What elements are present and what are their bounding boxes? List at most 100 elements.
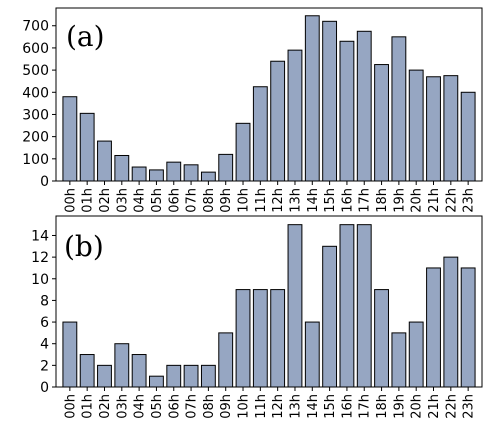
xtick-label-b-09h: 09h <box>219 394 234 419</box>
bar-b-20h <box>408 321 424 388</box>
bar-b-21h <box>426 267 441 388</box>
xtick-label-a-19h: 19h <box>392 188 407 213</box>
xtick-label-a-04h: 04h <box>133 188 148 213</box>
ytick-label-b-2: 2 <box>40 358 49 374</box>
ytick-label-b-0: 0 <box>40 380 49 396</box>
xtick-label-b-00h: 00h <box>63 394 78 419</box>
xtick-label-b-18h: 18h <box>375 394 390 419</box>
xtick-label-b-10h: 10h <box>237 394 252 419</box>
bar-a-18h <box>374 64 389 182</box>
bar-b-10h <box>235 289 251 388</box>
xtick-label-a-12h: 12h <box>271 188 286 213</box>
xtick-label-b-08h: 08h <box>202 394 217 419</box>
xtick-label-b-11h: 11h <box>254 394 269 419</box>
xtick-label-b-12h: 12h <box>271 394 286 419</box>
xtick-label-a-02h: 02h <box>98 188 113 213</box>
bar-b-22h <box>443 256 459 388</box>
bar-a-12h <box>270 60 286 182</box>
ytick-label-b-14: 14 <box>31 228 49 244</box>
xtick-label-b-21h: 21h <box>427 394 442 419</box>
bar-b-06h <box>166 364 182 388</box>
bar-a-15h <box>322 20 338 182</box>
xtick-label-a-16h: 16h <box>340 188 355 213</box>
xtick-label-b-17h: 17h <box>358 394 373 419</box>
bar-b-05h <box>149 375 164 388</box>
bar-b-00h <box>62 321 78 388</box>
bar-a-04h <box>131 166 147 182</box>
ytick-label-b-4: 4 <box>40 337 49 353</box>
bar-a-19h <box>391 36 407 182</box>
bar-b-08h <box>200 364 216 388</box>
xtick-label-a-15h: 15h <box>323 188 338 213</box>
xtick-label-a-13h: 13h <box>288 188 303 213</box>
bar-b-12h <box>270 289 286 388</box>
ytick-label-a-400: 400 <box>22 85 49 101</box>
xtick-label-a-14h: 14h <box>306 188 321 213</box>
xtick-label-a-09h: 09h <box>219 188 234 213</box>
bar-a-10h <box>235 122 251 182</box>
xtick-label-a-20h: 20h <box>410 188 425 213</box>
xtick-label-a-18h: 18h <box>375 188 390 213</box>
bar-b-04h <box>131 354 147 388</box>
xtick-label-a-23h: 23h <box>462 188 477 213</box>
xtick-label-b-02h: 02h <box>98 394 113 419</box>
ytick-label-b-10: 10 <box>31 272 49 288</box>
bar-b-14h <box>304 321 320 388</box>
xtick-label-a-03h: 03h <box>115 188 130 213</box>
xtick-label-a-06h: 06h <box>167 188 182 213</box>
xtick-label-a-05h: 05h <box>150 188 165 213</box>
chart-panel-b: 0 2 4 6 8 10 12 14 00h 01h 02h 03h 04h 05h 06h 07h 08h 09… <box>31 215 483 419</box>
bar-a-05h <box>149 169 164 182</box>
bar-a-22h <box>443 75 459 182</box>
xtick-label-b-03h: 03h <box>115 394 130 419</box>
bar-a-13h <box>287 49 303 182</box>
bar-b-11h <box>252 289 268 388</box>
bar-a-11h <box>252 86 268 182</box>
xtick-label-b-05h: 05h <box>150 394 165 419</box>
bar-a-08h <box>200 171 216 182</box>
ytick-label-a-600: 600 <box>22 41 49 57</box>
axes-frame-b <box>55 215 483 388</box>
bar-a-09h <box>218 153 234 182</box>
bar-b-09h <box>218 332 234 388</box>
xtick-label-b-14h: 14h <box>306 394 321 419</box>
xtick-label-b-04h: 04h <box>133 394 148 419</box>
bar-a-03h <box>114 154 130 182</box>
axes-frame-a <box>55 7 483 182</box>
bar-b-16h <box>339 224 355 388</box>
ytick-label-a-700: 700 <box>22 19 49 35</box>
ytick-label-a-0: 0 <box>40 174 49 190</box>
xtick-label-a-10h: 10h <box>237 188 252 213</box>
bar-a-17h <box>356 30 372 182</box>
bar-b-13h <box>287 224 303 388</box>
bar-a-01h <box>79 112 95 182</box>
xtick-label-b-20h: 20h <box>410 394 425 419</box>
xtick-label-a-08h: 08h <box>202 188 217 213</box>
xtick-label-b-06h: 06h <box>167 394 182 419</box>
bar-a-06h <box>166 161 182 182</box>
bar-b-02h <box>97 364 112 388</box>
xtick-label-a-00h: 00h <box>63 188 78 213</box>
bar-a-21h <box>426 76 441 182</box>
bar-b-15h <box>322 245 338 388</box>
bar-b-07h <box>183 364 199 388</box>
xtick-label-b-16h: 16h <box>340 394 355 419</box>
ytick-label-a-500: 500 <box>22 63 49 79</box>
xtick-label-a-07h: 07h <box>185 188 200 213</box>
bar-b-19h <box>391 332 407 388</box>
bar-a-20h <box>408 69 424 182</box>
bar-a-16h <box>339 40 355 182</box>
ytick-label-b-12: 12 <box>31 250 49 266</box>
bar-b-03h <box>114 343 130 388</box>
bar-b-17h <box>356 224 372 388</box>
xtick-label-b-13h: 13h <box>288 394 303 419</box>
ytick-label-b-6: 6 <box>40 315 49 331</box>
xtick-label-a-01h: 01h <box>81 188 96 213</box>
bar-b-18h <box>374 289 389 388</box>
ytick-label-b-8: 8 <box>40 293 49 309</box>
xtick-label-b-01h: 01h <box>81 394 96 419</box>
bar-b-23h <box>460 267 476 388</box>
bar-a-00h <box>62 96 78 182</box>
xtick-label-a-11h: 11h <box>254 188 269 213</box>
